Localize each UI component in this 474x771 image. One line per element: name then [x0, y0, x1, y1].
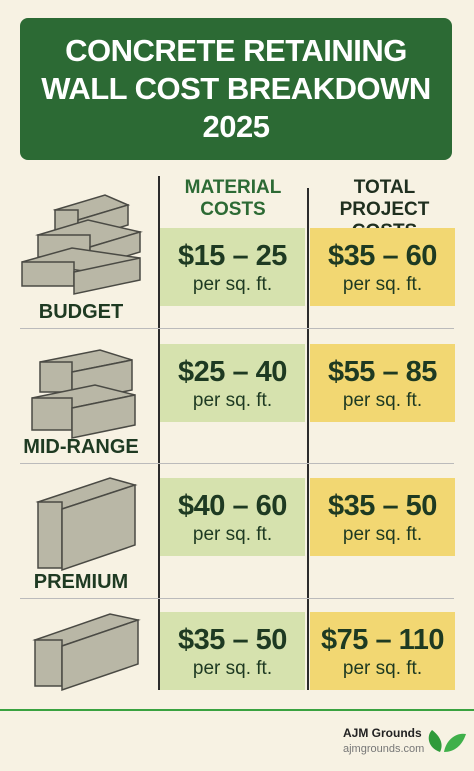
- price: $15 – 25: [178, 240, 287, 272]
- material-cell: $25 – 40 per sq. ft.: [160, 344, 305, 422]
- unit: per sq. ft.: [342, 274, 423, 295]
- unit: per sq. ft.: [192, 658, 273, 679]
- brand-url: ajmgrounds.com: [343, 743, 425, 755]
- title-line: WALL COST BREAKDOWN: [41, 71, 431, 106]
- slab-block: [32, 613, 141, 692]
- column-header: MATERIAL COSTS: [184, 177, 282, 220]
- price: $35 – 50: [328, 490, 437, 522]
- row-label: BUDGET: [38, 301, 124, 323]
- total-cell: $35 – 50 per sq. ft.: [310, 478, 455, 556]
- total-cell: $55 – 85 per sq. ft.: [310, 344, 455, 422]
- title-line: CONCRETE RETAINING: [65, 33, 407, 68]
- row-divider: [20, 328, 454, 329]
- unit: per sq. ft.: [342, 524, 423, 545]
- title-line: 2025: [202, 109, 270, 144]
- row-divider: [20, 598, 454, 599]
- total-cell: $75 – 110 per sq. ft.: [310, 612, 455, 690]
- row-divider: [20, 463, 454, 464]
- budget-bricks: [21, 194, 143, 295]
- price: $35 – 50: [178, 624, 287, 656]
- material-cell: $35 – 50 per sq. ft.: [160, 612, 305, 690]
- column-divider: [307, 188, 309, 690]
- price: $40 – 60: [178, 490, 287, 522]
- material-cell: $40 – 60 per sq. ft.: [160, 478, 305, 556]
- unit: per sq. ft.: [192, 524, 273, 545]
- row-label: MID-RANGE: [23, 436, 139, 458]
- midrange-blocks: [31, 349, 136, 439]
- leaf-logo: [428, 730, 466, 752]
- price: $25 – 40: [178, 356, 287, 388]
- row-label: PREMIUM: [33, 571, 129, 593]
- brand-name: AJM Grounds: [343, 726, 422, 740]
- price: $55 – 85: [328, 356, 437, 388]
- column-divider: [158, 176, 160, 690]
- unit: per sq. ft.: [192, 274, 273, 295]
- footer-rule: [0, 709, 474, 711]
- premium-block: [35, 477, 138, 572]
- price: $35 – 60: [328, 240, 437, 272]
- price: $75 – 110: [321, 624, 444, 656]
- title-banner: CONCRETE RETAINING WALL COST BREAKDOWN 202…: [20, 18, 452, 160]
- unit: per sq. ft.: [342, 390, 423, 411]
- total-cell: $35 – 60 per sq. ft.: [310, 228, 455, 306]
- unit: per sq. ft.: [192, 390, 273, 411]
- unit: per sq. ft.: [342, 658, 423, 679]
- material-cell: $15 – 25 per sq. ft.: [160, 228, 305, 306]
